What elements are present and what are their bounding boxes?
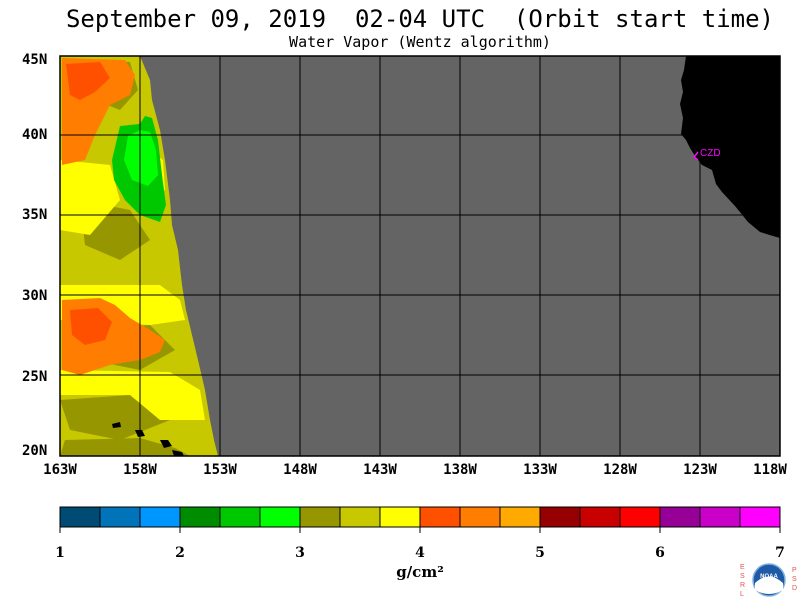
logo-letter-e: E: [740, 564, 745, 571]
lon-label-138w: 138W: [443, 462, 477, 478]
colorbar-swatch: [579, 506, 621, 528]
colorbar-swatch: [99, 506, 141, 528]
colorbar-tick-4: 4: [415, 545, 425, 561]
colorbar-tick-3: 3: [295, 545, 305, 561]
logo-letter-d: D: [792, 585, 797, 592]
swath-olive-south: [60, 438, 190, 456]
lat-label-30n: 30N: [22, 288, 48, 304]
colorbar-swatch: [699, 506, 741, 528]
colorbar-swatch: [139, 506, 181, 528]
colorbar-swatch: [499, 506, 541, 528]
colorbar-swatch: [339, 506, 381, 528]
lon-label-153w: 153W: [203, 462, 237, 478]
lon-label-128w: 128W: [603, 462, 637, 478]
chart-title: September 09, 2019 02-04 UTC (Orbit star…: [65, 5, 774, 33]
station-marker-icon: [692, 151, 699, 161]
hawaii-islands: [112, 422, 184, 456]
lon-label-158w: 158W: [123, 462, 157, 478]
logo-letter-s2: S: [792, 576, 797, 583]
colorbar-swatch: [659, 506, 701, 528]
lat-label-35n: 35N: [22, 207, 48, 223]
colorbar-swatch: [619, 506, 661, 528]
swath-yellow-band: [60, 150, 205, 420]
colorbar-swatch: [259, 506, 301, 528]
colorbar-swatch: [539, 506, 581, 528]
logo-letter-r: R: [740, 582, 745, 589]
lon-label-118w: 118W: [753, 462, 787, 478]
colorbar-swatch: [219, 506, 261, 528]
lon-label-133w: 133W: [523, 462, 557, 478]
colorbar-swatch: [419, 506, 461, 528]
lon-label-143w: 143W: [363, 462, 397, 478]
colorbar-swatch: [379, 506, 421, 528]
chart-subtitle: Water Vapor (Wentz algorithm): [289, 33, 551, 51]
colorbar-swatch: [739, 506, 781, 528]
colorbar-swatch: [59, 506, 101, 528]
map-frame: [59, 55, 781, 457]
lat-label-40n: 40N: [22, 127, 48, 143]
colorbar-tick-2: 2: [175, 545, 185, 561]
colorbar-swatch: [179, 506, 221, 528]
colorbar-tick-1: 1: [55, 545, 65, 561]
swath-red-orange-central: [70, 308, 112, 345]
lat-label-25n: 25N: [22, 369, 48, 385]
esrl-letters: E S R L P S D: [740, 564, 797, 598]
lat-label-45n: 45N: [22, 52, 48, 68]
colorbar-swatch: [459, 506, 501, 528]
north-america-landmass: [680, 56, 780, 238]
swath-red-orange-north: [66, 62, 110, 100]
lat-label-20n: 20N: [22, 443, 48, 459]
colorbar-tick-5: 5: [535, 545, 545, 561]
logo-letter-l: L: [740, 591, 744, 598]
logo-letter-s: S: [740, 573, 745, 580]
logo-letter-p: P: [792, 567, 797, 574]
noaa-logo-text: NOAA: [760, 574, 778, 580]
colorbar-tick-6: 6: [655, 545, 665, 561]
colorbar-unit: g/cm²: [396, 563, 444, 581]
lon-label-123w: 123W: [683, 462, 717, 478]
noaa-esrl-logo: E S R L P S D NOAA: [740, 563, 797, 598]
station-label: CZD: [700, 148, 721, 159]
colorbar-tick-7: 7: [775, 545, 785, 561]
colorbar: [59, 506, 781, 533]
water-vapor-swath: [60, 56, 218, 456]
lon-label-163w: 163W: [43, 462, 77, 478]
colorbar-swatch: [299, 506, 341, 528]
map-gridlines: [60, 56, 780, 456]
lon-label-148w: 148W: [283, 462, 317, 478]
swath-lime-north: [124, 130, 158, 186]
station-marker: CZD: [692, 148, 721, 161]
